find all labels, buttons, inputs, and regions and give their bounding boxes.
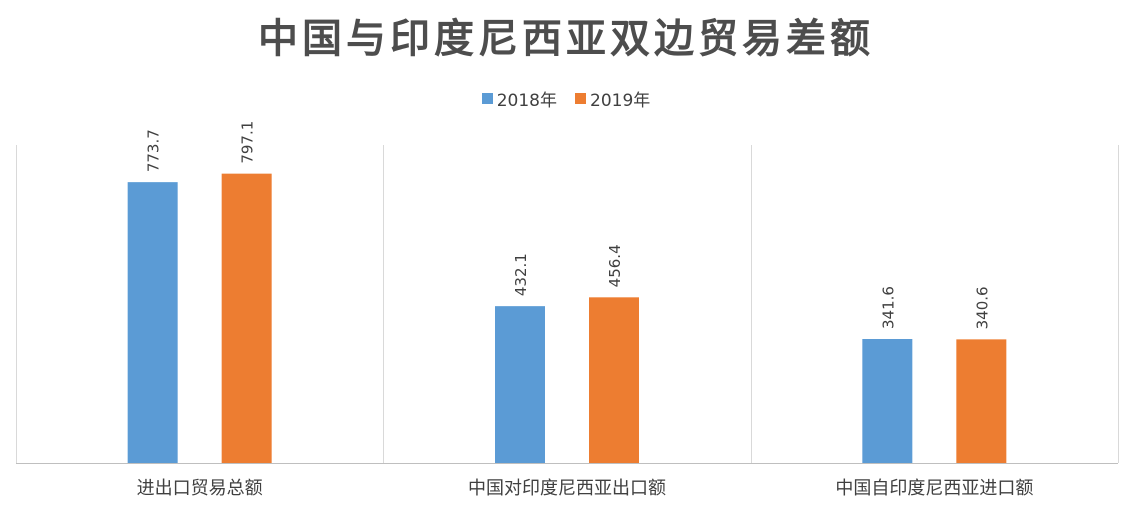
bar-2019 (589, 297, 639, 463)
data-label: 773.7 (145, 129, 163, 172)
data-label: 456.4 (606, 244, 624, 287)
data-label: 432.1 (512, 253, 530, 296)
bar-2019 (221, 173, 272, 463)
bar-2019 (956, 339, 1007, 463)
bar-2018 (862, 338, 913, 463)
legend-swatch-2019 (575, 93, 586, 104)
legend-item-2018: 2018年 (481, 86, 557, 111)
legend-item-2019: 2019年 (575, 86, 650, 111)
legend-label-2018: 2018年 (496, 91, 557, 111)
data-label: 341.6 (879, 286, 897, 329)
category-label: 中国自印度尼西亚进口额 (835, 478, 1033, 499)
data-label: 797.1 (239, 121, 257, 164)
data-label: 340.6 (973, 286, 991, 329)
category-label: 进出口贸易总额 (137, 478, 263, 499)
bar-2018 (127, 182, 178, 463)
chart-title: 中国与印度尼西亚双边贸易差额 (258, 15, 874, 62)
legend-label-2019: 2019年 (590, 91, 651, 111)
bar-2018 (495, 306, 545, 463)
category-label: 中国对印度尼西亚出口额 (468, 478, 666, 499)
legend: 2018年 2019年 (0, 86, 1132, 111)
legend-swatch-2018 (481, 93, 493, 104)
